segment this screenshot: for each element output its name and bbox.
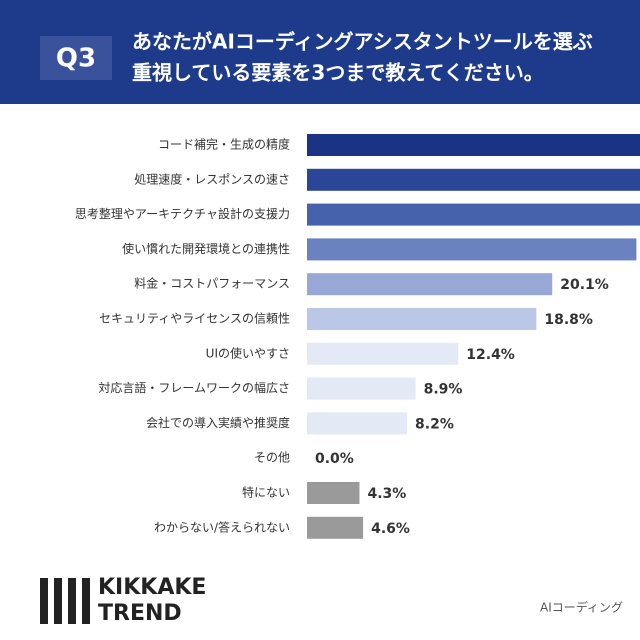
- category-label: 思考整理やアーキテクチャ設計の支援力: [75, 206, 290, 221]
- category-label: セキュリティやライセンスの信頼性: [99, 312, 290, 326]
- logo-text: KIKKAKE: [98, 575, 206, 600]
- bar: [307, 308, 537, 330]
- bar: [307, 273, 553, 296]
- logo-text: TREND: [98, 601, 182, 626]
- bar: [307, 377, 416, 400]
- badge: Q3: [56, 44, 96, 74]
- category-label: コード補完・生成の精度: [158, 137, 290, 152]
- value-label: 20.1%: [560, 277, 609, 293]
- bar: [307, 203, 640, 226]
- value-label: 18.8%: [544, 312, 593, 328]
- value-label: 8.2%: [415, 416, 454, 432]
- value-label: 12.4%: [466, 347, 515, 363]
- bar: [307, 482, 360, 504]
- value-label: 4.3%: [367, 486, 406, 502]
- category-label: 会社での導入実績や推奨度: [146, 415, 290, 430]
- title-line: あなたがAIコーディングアシスタントツールを選ぶ: [132, 30, 593, 54]
- category-label: その他: [254, 451, 290, 465]
- value-label: 8.9%: [424, 382, 463, 398]
- category-label: 使い慣れた開発環境との連携性: [122, 241, 290, 256]
- bar: [307, 134, 640, 156]
- category-label: 特にない: [242, 485, 290, 500]
- category-label: 処理速度・レスポンスの速さ: [134, 171, 290, 186]
- value-label: 4.6%: [371, 521, 410, 537]
- category-label: 料金・コストパフォーマンス: [134, 276, 290, 291]
- logo-icon: [40, 578, 90, 624]
- title-line: 重視している要素を3つまで教えてください。: [132, 61, 544, 85]
- value-label: 0.0%: [315, 451, 354, 467]
- bar: [307, 168, 640, 191]
- category-label: わからない/答えられない: [154, 519, 290, 534]
- panel: [0, 104, 640, 640]
- badge-box: [40, 36, 112, 80]
- bar: [307, 238, 637, 261]
- category-label: 対応言語・フレームワークの幅広さ: [98, 380, 290, 395]
- category-label: UIの使いやすさ: [206, 345, 290, 360]
- bar: [307, 516, 364, 539]
- bar: [307, 342, 459, 365]
- source: AIコーディング: [540, 600, 623, 615]
- bar: [307, 412, 408, 435]
